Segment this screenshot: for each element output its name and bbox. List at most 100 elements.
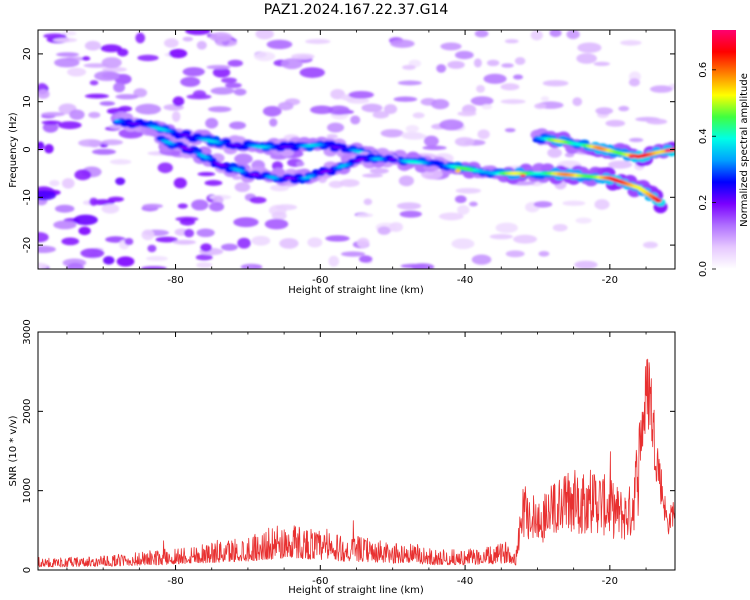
heatmap-cell: [74, 169, 92, 181]
heatmap-cell: [61, 178, 75, 189]
heatmap-cell: [43, 33, 67, 39]
spectrogram-heatmap: [38, 30, 675, 269]
heatmap-cell: [186, 94, 212, 100]
heatmap-cell: [629, 137, 644, 143]
heatmap-cell: [399, 210, 422, 218]
heatmap-cell: [99, 101, 116, 106]
heatmap-cell: [396, 202, 422, 210]
heatmap-cell: [310, 105, 334, 115]
heatmap-cell: [654, 198, 662, 203]
heatmap-cell: [142, 203, 163, 209]
snr-background: [38, 332, 675, 570]
heatmap-cell: [454, 50, 474, 60]
heatmap-cell: [454, 195, 467, 204]
heatmap-cell: [291, 53, 315, 60]
heatmap-cell: [38, 89, 50, 99]
snr-x-ticks: -80 -60 -40 -20: [66, 332, 647, 587]
heatmap-cell: [618, 105, 630, 112]
heatmap-cell: [486, 59, 500, 67]
snr-y-label: SNR (10 * v/v): [8, 415, 19, 486]
heatmap-cell: [608, 160, 633, 169]
heatmap-cell: [476, 85, 485, 93]
heatmap-cell: [372, 110, 389, 119]
heatmap-cell: [124, 237, 134, 246]
heatmap-cell: [400, 131, 424, 139]
heatmap-cell: [431, 99, 450, 110]
snr-y-ticks: 0 1000 2000 3000: [22, 319, 675, 573]
heatmap-cell: [483, 73, 507, 84]
heatmap-cell: [504, 128, 516, 133]
heatmap-cell: [255, 30, 274, 40]
heatmap-cell: [101, 203, 120, 214]
heatmap-cell: [89, 80, 99, 86]
heatmap-cell: [474, 30, 489, 38]
heatmap-cell: [141, 229, 155, 241]
heatmap-cell: [209, 201, 225, 212]
heatmap-cell: [179, 218, 196, 226]
spectrogram-x-ticks: -80 -60 -40 -20: [66, 30, 647, 286]
heatmap-cell: [54, 57, 80, 68]
heatmap-cell: [369, 167, 389, 174]
colorbar-tick-label: 0.4: [698, 128, 709, 144]
heatmap-cell: [88, 111, 101, 119]
heatmap-cell: [84, 93, 109, 99]
heatmap-cell: [356, 213, 374, 218]
heatmap-cell: [540, 96, 550, 102]
colorbar-gradient: [712, 30, 736, 269]
heatmap-cell: [73, 214, 98, 226]
x-tick-label: -60: [312, 576, 328, 587]
colorbar-ticks: 0.0 0.2 0.4 0.6: [698, 62, 716, 277]
heatmap-cell: [234, 153, 253, 165]
heatmap-cell: [552, 223, 568, 232]
heatmap-cell: [628, 155, 635, 159]
heatmap-cell: [113, 82, 126, 93]
heatmap-cell: [575, 217, 592, 224]
heatmap-cell: [454, 137, 475, 147]
y-tick-label: 3000: [22, 319, 33, 344]
heatmap-cell: [225, 82, 242, 89]
heatmap-cell: [495, 222, 518, 234]
heatmap-cell: [358, 255, 373, 263]
heatmap-cell: [115, 177, 126, 186]
heatmap-cell: [38, 190, 57, 201]
heatmap-cell: [115, 94, 139, 100]
heatmap-cell: [388, 157, 396, 161]
snr-panel: -80 -60 -40 -20 0 1000 2000 3000 Height of str…: [8, 319, 676, 596]
heatmap-cell: [212, 67, 231, 78]
heatmap-cell: [397, 80, 422, 86]
y-tick-label: 2000: [22, 399, 33, 424]
heatmap-cell: [562, 200, 586, 206]
heatmap-cell: [270, 184, 290, 192]
heatmap-cell: [549, 30, 562, 38]
y-tick-label: 0: [22, 567, 33, 573]
colorbar-tick-label: 0.2: [698, 195, 709, 211]
heatmap-cell: [281, 58, 303, 70]
heatmap-cell: [296, 161, 305, 167]
heatmap-cell: [209, 32, 232, 42]
heatmap-cell: [470, 96, 494, 106]
heatmap-cell: [473, 58, 482, 68]
figure-title: PAZ1.2024.167.22.37.G14: [264, 2, 449, 18]
heatmap-cell: [576, 53, 597, 64]
heatmap-cell: [271, 211, 287, 221]
heatmap-cell: [233, 217, 259, 228]
heatmap-cell: [191, 199, 209, 211]
heatmap-cell: [307, 237, 323, 248]
heatmap-cell: [447, 60, 465, 69]
heatmap-cell: [664, 148, 671, 153]
heatmap-cell: [471, 254, 492, 265]
heatmap-cell: [69, 109, 85, 120]
heatmap-cell: [234, 182, 251, 193]
heatmap-cell: [233, 88, 247, 96]
heatmap-cell: [400, 263, 426, 269]
heatmap-cell: [393, 96, 418, 102]
heatmap-cell: [547, 147, 562, 158]
heatmap-cell: [278, 101, 294, 111]
colorbar: 0.0 0.2 0.4 0.6 Normalized spectral amplitu…: [698, 30, 750, 277]
heatmap-cell: [262, 105, 282, 117]
heatmap-cell: [135, 32, 146, 44]
heatmap-cell: [646, 118, 668, 125]
heatmap-cell: [423, 135, 439, 147]
heatmap-cell: [649, 85, 673, 93]
